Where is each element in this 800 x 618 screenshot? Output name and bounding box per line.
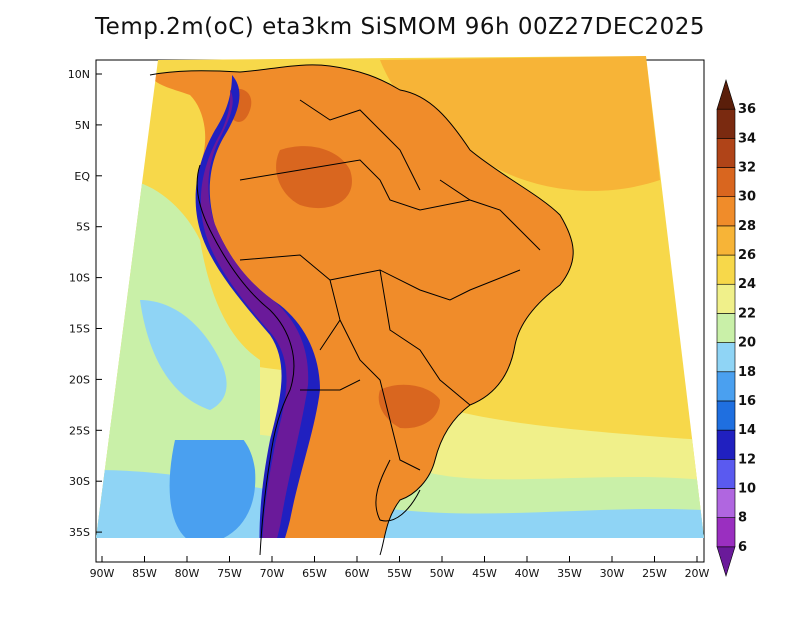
lat-label: 15S — [69, 323, 90, 336]
colorbar-label: 20 — [738, 336, 756, 351]
lat-label: 25S — [69, 424, 90, 437]
lon-label: 35W — [557, 567, 582, 580]
lon-label: 45W — [472, 567, 497, 580]
lat-label: 5S — [76, 221, 90, 234]
colorbar-segment — [716, 225, 736, 256]
lon-label: 50W — [430, 567, 455, 580]
lat-label: 10S — [69, 272, 90, 285]
lon-label: 65W — [302, 567, 327, 580]
colorbar-label: 22 — [738, 306, 756, 321]
colorbar-segment — [716, 342, 736, 373]
lat-label: EQ — [74, 170, 90, 183]
colorbar-segment — [716, 196, 736, 227]
colorbar-segment — [716, 138, 736, 168]
colorbar-label: 6 — [738, 540, 747, 555]
colorbar-label: 16 — [738, 394, 756, 409]
temperature-colorbar: 6 8 10 12 14 16 18 20 22 24 26 28 30 32 34 36 — [716, 78, 756, 578]
colorbar-label: 24 — [738, 277, 756, 292]
colorbar-segment — [716, 254, 736, 285]
colorbar-segment — [716, 167, 736, 198]
lon-label: 30W — [600, 567, 625, 580]
colorbar-label: 28 — [738, 219, 756, 234]
colorbar-min-arrow — [716, 546, 736, 578]
land-hot — [276, 146, 352, 209]
colorbar-segment — [716, 458, 736, 489]
andes-purple — [200, 90, 309, 538]
lon-label: 80W — [175, 567, 200, 580]
colorbar-segment — [716, 313, 736, 343]
temperature-field — [96, 56, 704, 538]
lon-label: 85W — [132, 567, 157, 580]
lat-label: 10N — [68, 68, 90, 81]
land — [150, 64, 574, 538]
colorbar-label: 8 — [738, 511, 747, 526]
colorbar-label: 26 — [738, 248, 756, 263]
land-hot2 — [378, 384, 440, 429]
map-title: Temp.2m(oC) eta3km SiSMOM 96h 00Z27DEC20… — [95, 14, 705, 40]
colorbar-segment — [716, 429, 736, 460]
colorbar-label: 18 — [738, 365, 756, 380]
colorbar-label: 32 — [738, 161, 756, 176]
lon-label: 55W — [387, 567, 412, 580]
band-blue — [169, 419, 256, 538]
colorbar-segment — [716, 488, 736, 518]
band-lb-west — [140, 300, 227, 410]
colorbar-label: 34 — [738, 131, 756, 146]
colorbar-label: 36 — [738, 102, 756, 117]
country-borders — [149, 64, 574, 556]
longitude-axis: 90W 85W 80W 75W 70W 65W 60W 55W 50W 45W 40W 35W 30W 2… — [90, 556, 710, 580]
band-warm — [380, 56, 660, 191]
lat-label: 5N — [75, 119, 90, 132]
lat-label: 20S — [69, 373, 90, 386]
colorbar-label: 30 — [738, 190, 756, 205]
lon-label: 60W — [345, 567, 370, 580]
lon-label: 90W — [90, 567, 115, 580]
colorbar-label: 14 — [738, 423, 756, 438]
colorbar-segment — [716, 400, 736, 431]
colorbar-label: 10 — [738, 481, 756, 496]
latitude-axis: 10N 5N EQ 5S 10S 15S 20S 25S 30S 35S — [68, 68, 102, 539]
lon-label: 25W — [642, 567, 667, 580]
colorbar-segment — [716, 371, 736, 402]
colorbar-segment — [716, 108, 736, 139]
colorbar-segment — [716, 517, 736, 548]
lon-label: 75W — [217, 567, 242, 580]
colorbar-max-arrow — [716, 78, 736, 110]
lon-label: 70W — [260, 567, 285, 580]
colorbar-label: 12 — [738, 452, 756, 467]
lat-label: 30S — [69, 475, 90, 488]
lon-label: 40W — [515, 567, 540, 580]
lon-label: 20W — [685, 567, 710, 580]
lat-label: 35S — [69, 526, 90, 539]
colorbar-segment — [716, 283, 736, 314]
